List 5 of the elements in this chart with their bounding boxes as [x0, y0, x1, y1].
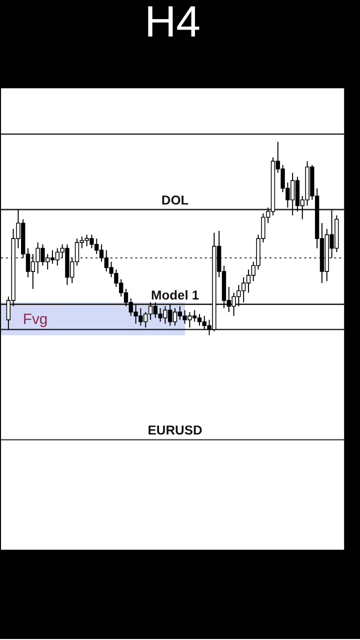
ref-line-label: DOL — [161, 192, 189, 208]
ref-line-label: Model 1 — [151, 287, 200, 302]
ref-line-label: EURUSD — [148, 422, 202, 438]
band-label: Fvg — [22, 312, 48, 328]
chart-title: H4 — [144, 0, 201, 47]
